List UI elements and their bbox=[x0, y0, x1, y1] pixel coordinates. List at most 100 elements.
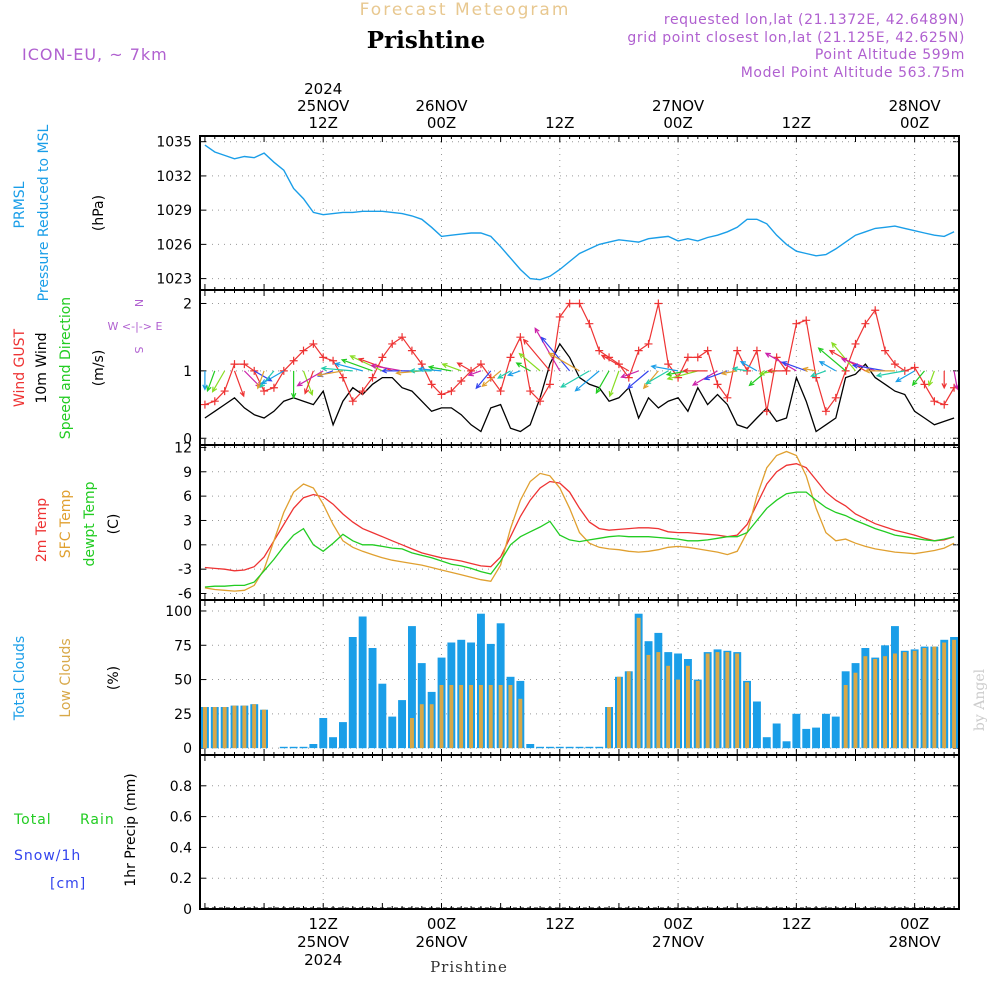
wind-gust-point bbox=[506, 353, 515, 362]
y-tick-label: -6 bbox=[178, 587, 192, 603]
wind-gust-point bbox=[703, 346, 712, 355]
wind-gust-point bbox=[693, 353, 702, 362]
low-clouds-bar bbox=[252, 704, 257, 749]
y-tick-label: 0.2 bbox=[170, 871, 192, 887]
pressure-label-msl: Pressure Reduced to MSL bbox=[36, 124, 52, 301]
wind-direction-arrow bbox=[600, 354, 630, 372]
total-clouds-bar bbox=[575, 746, 584, 749]
pressure-label-prmsl: PRMSL bbox=[12, 181, 28, 228]
wind-direction-arrow bbox=[731, 366, 748, 372]
low-clouds-bar bbox=[459, 685, 464, 749]
bottom-axis-label: 12Z bbox=[545, 915, 574, 933]
total-clouds-bar bbox=[299, 746, 308, 749]
wind-gust-point bbox=[457, 376, 466, 385]
bottom-axis-label: 28NOV bbox=[889, 933, 942, 951]
wind-direction-arrow bbox=[927, 370, 935, 387]
wind-direction-arrow bbox=[895, 370, 915, 383]
top-axis-label: 26NOV bbox=[415, 97, 468, 115]
total-clouds-bar bbox=[565, 746, 574, 749]
low-clouds-bar bbox=[932, 646, 937, 749]
y-tick-label: 9 bbox=[183, 465, 192, 481]
low-clouds-bar bbox=[262, 709, 266, 749]
wind-gust-point bbox=[881, 346, 890, 355]
top-axis-label: 2024 bbox=[304, 80, 342, 98]
wind-gust-point bbox=[200, 400, 209, 409]
wind-gust-point bbox=[585, 319, 594, 328]
low-clouds-bar bbox=[873, 659, 878, 749]
y-tick-label: 100 bbox=[165, 604, 192, 620]
wind-direction-arrow bbox=[574, 370, 600, 392]
wind-direction-arrow bbox=[427, 365, 452, 372]
wind-gust-point bbox=[250, 366, 259, 375]
wind-direction-arrow bbox=[481, 370, 502, 388]
y-tick-label: 0 bbox=[183, 538, 192, 554]
total-clouds-bar bbox=[289, 746, 298, 749]
total-clouds-bar bbox=[822, 713, 830, 749]
wind-gust-point bbox=[516, 333, 525, 342]
total-clouds-bar bbox=[536, 746, 544, 749]
wind-direction-arrow bbox=[595, 370, 610, 395]
wind-gust-point bbox=[309, 339, 318, 348]
wind-gust-point bbox=[841, 366, 850, 375]
y-tick-label: 1035 bbox=[156, 135, 192, 151]
requested-coords: requested lon,lat (21.1372E, 42.6489N) bbox=[664, 12, 965, 28]
pressure-panel: 1023 1026 1029 1032 1035 bbox=[156, 135, 960, 291]
y-tick-label: 3 bbox=[183, 513, 192, 529]
temp-unit: (C) bbox=[106, 514, 122, 535]
total-clouds-bar bbox=[309, 744, 318, 749]
wind-direction-arrow bbox=[650, 364, 679, 372]
low-clouds-bar bbox=[646, 654, 651, 749]
super-title: Forecast Meteogram bbox=[360, 0, 571, 20]
y-tick-label: 1026 bbox=[156, 237, 192, 253]
wind-direction-arrow bbox=[540, 336, 571, 372]
low-clouds-bar bbox=[656, 652, 661, 749]
y-tick-label: 0.8 bbox=[170, 779, 192, 795]
wind-gust-point bbox=[940, 400, 949, 409]
wind-direction-arrow bbox=[522, 338, 551, 372]
y-tick-label: 0 bbox=[183, 431, 192, 447]
wind-10m-line bbox=[204, 342, 955, 433]
wind-direction-arrow bbox=[875, 370, 905, 378]
temp-dewpt-line bbox=[204, 491, 955, 588]
wind-label-gust: Wind GUST bbox=[12, 328, 28, 407]
y-tick-label: 0.6 bbox=[170, 810, 192, 826]
low-clouds-bar bbox=[232, 705, 237, 749]
wind-gust-point bbox=[299, 346, 308, 355]
wind-direction-arrow bbox=[302, 370, 314, 396]
bottom-axis-label: 26NOV bbox=[415, 933, 468, 951]
wind-direction-arrow bbox=[739, 361, 758, 372]
wind-direction-arrow bbox=[840, 357, 876, 372]
wind-direction-arrow bbox=[349, 355, 383, 372]
wind-direction-arrow bbox=[340, 358, 373, 372]
bottom-axis-label: 27NOV bbox=[652, 933, 705, 951]
total-clouds-bar bbox=[339, 722, 347, 749]
low-clouds-bar bbox=[518, 698, 523, 749]
total-clouds-bar bbox=[526, 744, 535, 749]
model-label: ICON-EU, ~ 7km bbox=[22, 45, 168, 64]
wind-gust-point bbox=[210, 397, 219, 406]
wind-gust-point bbox=[733, 346, 742, 355]
low-clouds-bar bbox=[843, 685, 848, 749]
wind-direction-arrow bbox=[666, 370, 698, 381]
y-tick-label: 0 bbox=[183, 902, 192, 918]
total-clouds-bar bbox=[398, 700, 406, 749]
wind-direction-arrow bbox=[518, 352, 541, 372]
wind-gust-point bbox=[338, 373, 347, 382]
wind-direction-arrow bbox=[260, 370, 285, 385]
wind-gust-point bbox=[545, 380, 554, 389]
low-clouds-bar bbox=[922, 648, 927, 749]
y-tick-label: 2 bbox=[183, 296, 192, 312]
low-clouds-bar bbox=[695, 680, 700, 749]
clouds-panel: 0 25 50 75 100 bbox=[165, 599, 960, 757]
y-tick-label: 75 bbox=[174, 638, 192, 654]
low-clouds-bar bbox=[676, 679, 680, 749]
wind-direction-arrow bbox=[953, 370, 960, 391]
wind-direction-arrow bbox=[316, 370, 344, 378]
low-clouds-bar bbox=[883, 656, 887, 749]
wind-direction-arrow bbox=[441, 363, 462, 372]
low-clouds-bar bbox=[449, 685, 454, 749]
wind-gust-point bbox=[437, 390, 446, 399]
total-clouds-bar bbox=[408, 626, 416, 749]
